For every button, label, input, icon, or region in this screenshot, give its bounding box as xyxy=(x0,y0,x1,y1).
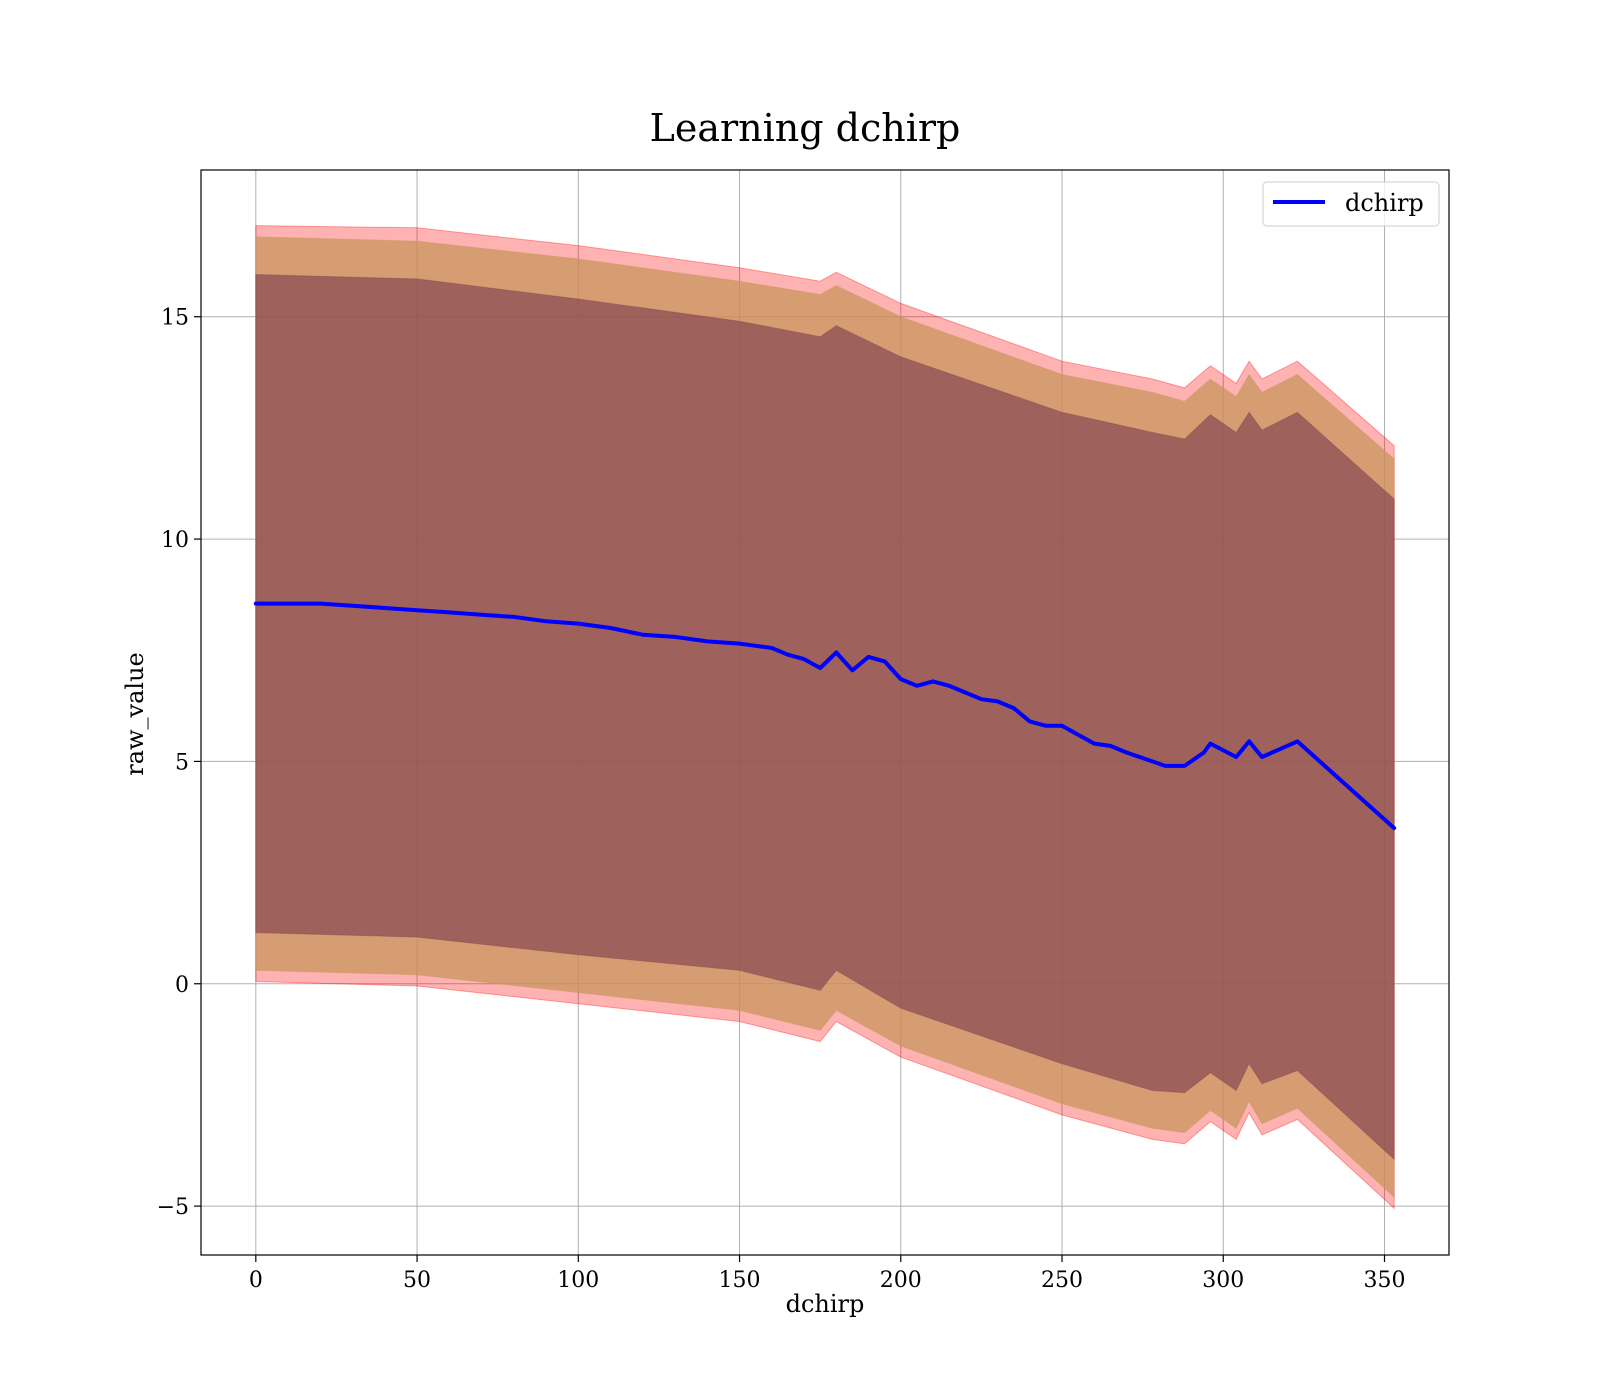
x-tick-label: 100 xyxy=(557,1268,599,1293)
legend-label-dchirp: dchirp xyxy=(1345,189,1424,217)
y-tick-label: −5 xyxy=(157,1195,189,1220)
legend: dchirp xyxy=(1262,181,1440,227)
y-tick-label: 0 xyxy=(175,973,189,998)
x-tick-label: 150 xyxy=(719,1268,761,1293)
x-tick-label: 300 xyxy=(1202,1268,1244,1293)
x-tick-label: 250 xyxy=(1041,1268,1083,1293)
y-tick-label: 10 xyxy=(161,528,189,553)
series-line-dchirp xyxy=(253,601,1397,831)
line-layer xyxy=(253,601,1397,831)
x-tick-label: 50 xyxy=(403,1268,431,1293)
x-tick-label: 200 xyxy=(880,1268,922,1293)
tick-layer: 0 50 100 150 200 250 300 350 −5 0 5 10 15 xyxy=(157,306,1406,1293)
y-axis-label: raw_value xyxy=(121,652,149,776)
y-tick-label: 15 xyxy=(161,306,189,331)
x-tick-label: 0 xyxy=(249,1268,263,1293)
chart-title: Learning dchirp xyxy=(650,106,961,150)
band-inner xyxy=(255,273,1395,1161)
x-tick-label: 350 xyxy=(1364,1268,1406,1293)
plot-frame xyxy=(200,169,1450,1256)
band-layer xyxy=(255,225,1395,1210)
y-tick-label: 5 xyxy=(175,750,189,775)
legend-box xyxy=(1262,181,1440,227)
x-axis-label: dchirp xyxy=(786,1290,865,1318)
